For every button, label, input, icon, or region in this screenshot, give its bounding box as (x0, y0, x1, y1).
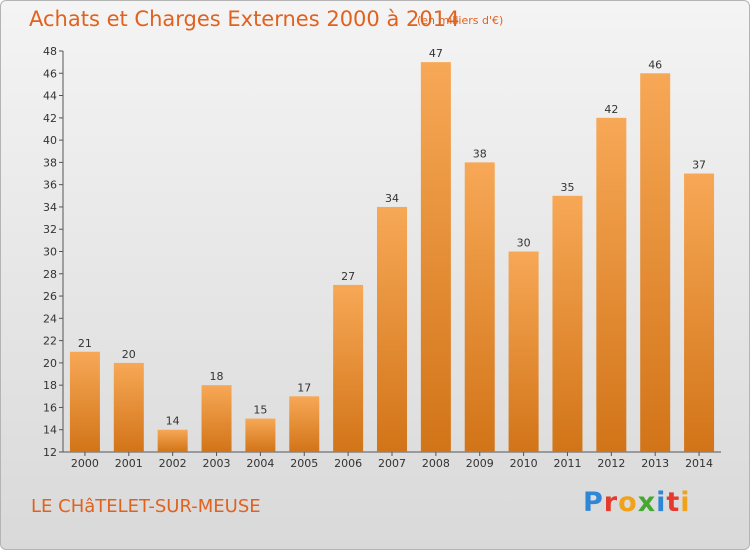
value-label: 34 (385, 192, 399, 205)
y-tick-label: 36 (43, 179, 57, 192)
logo-letter: r (603, 487, 619, 518)
value-label: 15 (253, 404, 267, 417)
value-label: 30 (517, 237, 531, 250)
chart-title: Achats et Charges Externes 2000 à 2014 (29, 7, 460, 31)
y-tick-label: 48 (43, 45, 57, 58)
x-tick-label: 2012 (597, 457, 625, 470)
bar (684, 173, 715, 452)
x-tick-label: 2002 (159, 457, 187, 470)
bar (420, 62, 451, 453)
bar (333, 284, 364, 452)
y-tick-label: 16 (43, 401, 57, 414)
x-tick-label: 2010 (510, 457, 538, 470)
value-label: 20 (122, 348, 136, 361)
bar (245, 418, 276, 452)
x-tick-label: 2011 (553, 457, 581, 470)
bar (464, 162, 495, 452)
x-tick-label: 2006 (334, 457, 362, 470)
x-tick-label: 2014 (685, 457, 713, 470)
y-tick-label: 24 (43, 312, 57, 325)
logo-letter: t (666, 487, 681, 518)
bar (596, 117, 627, 452)
value-label: 47 (429, 47, 443, 60)
y-tick-label: 42 (43, 112, 57, 125)
value-label: 35 (560, 181, 574, 194)
value-label: 21 (78, 337, 92, 350)
proxiti-logo: Proxiti (583, 487, 691, 518)
y-tick-label: 34 (43, 201, 57, 214)
value-labels: 21 20 14 18 15 17 27 34 47 38 30 35 42 46 37 (78, 47, 706, 428)
x-tick-label: 2003 (203, 457, 231, 470)
logo-letter: P (583, 487, 604, 518)
logo-letter: i (680, 487, 691, 518)
logo-letter: i (656, 487, 667, 518)
y-axis: 12 14 16 18 20 22 24 26 28 30 32 34 36 38 40 42 44 46 48 (43, 45, 64, 459)
location-name: LE CHâTELET-SUR-MEUSE (31, 496, 261, 517)
y-tick-label: 28 (43, 268, 57, 281)
value-label: 42 (604, 103, 618, 116)
x-tick-label: 2008 (422, 457, 450, 470)
bar (157, 429, 188, 452)
value-label: 27 (341, 270, 355, 283)
bar (508, 251, 539, 452)
y-tick-label: 38 (43, 156, 57, 169)
x-tick-label: 2001 (115, 457, 143, 470)
value-label: 17 (297, 381, 311, 394)
logo-letter: o (618, 487, 638, 518)
value-label: 46 (648, 58, 662, 71)
y-tick-label: 46 (43, 67, 57, 80)
y-tick-label: 26 (43, 290, 57, 303)
bar (552, 195, 583, 453)
bar (640, 73, 671, 453)
value-label: 38 (473, 147, 487, 160)
y-tick-label: 32 (43, 223, 57, 236)
value-label: 37 (692, 159, 706, 172)
bar (113, 362, 144, 452)
x-tick-label: 2007 (378, 457, 406, 470)
x-tick-label: 2013 (641, 457, 669, 470)
logo-letter: x (637, 487, 657, 518)
x-axis: 2000 2001 2002 2003 2004 2005 2006 2007 2008 2009… (63, 451, 721, 470)
y-tick-label: 30 (43, 246, 57, 259)
bar (289, 396, 320, 452)
y-tick-label: 44 (43, 90, 57, 103)
value-label: 14 (166, 415, 180, 428)
y-tick-label: 40 (43, 134, 57, 147)
value-label: 18 (210, 370, 224, 383)
x-tick-label: 2000 (71, 457, 99, 470)
bar (377, 206, 407, 452)
x-tick-label: 2009 (466, 457, 494, 470)
x-tick-label: 2004 (246, 457, 274, 470)
bars (69, 62, 715, 453)
chart-subtitle: (en milliers d'€) (417, 14, 504, 27)
x-tick-label: 2005 (290, 457, 318, 470)
bar (201, 385, 232, 452)
y-tick-label: 20 (43, 357, 57, 370)
y-tick-label: 22 (43, 335, 57, 348)
y-tick-label: 14 (43, 424, 57, 437)
bar (69, 351, 100, 452)
y-tick-label: 12 (43, 446, 57, 459)
y-tick-label: 18 (43, 379, 57, 392)
